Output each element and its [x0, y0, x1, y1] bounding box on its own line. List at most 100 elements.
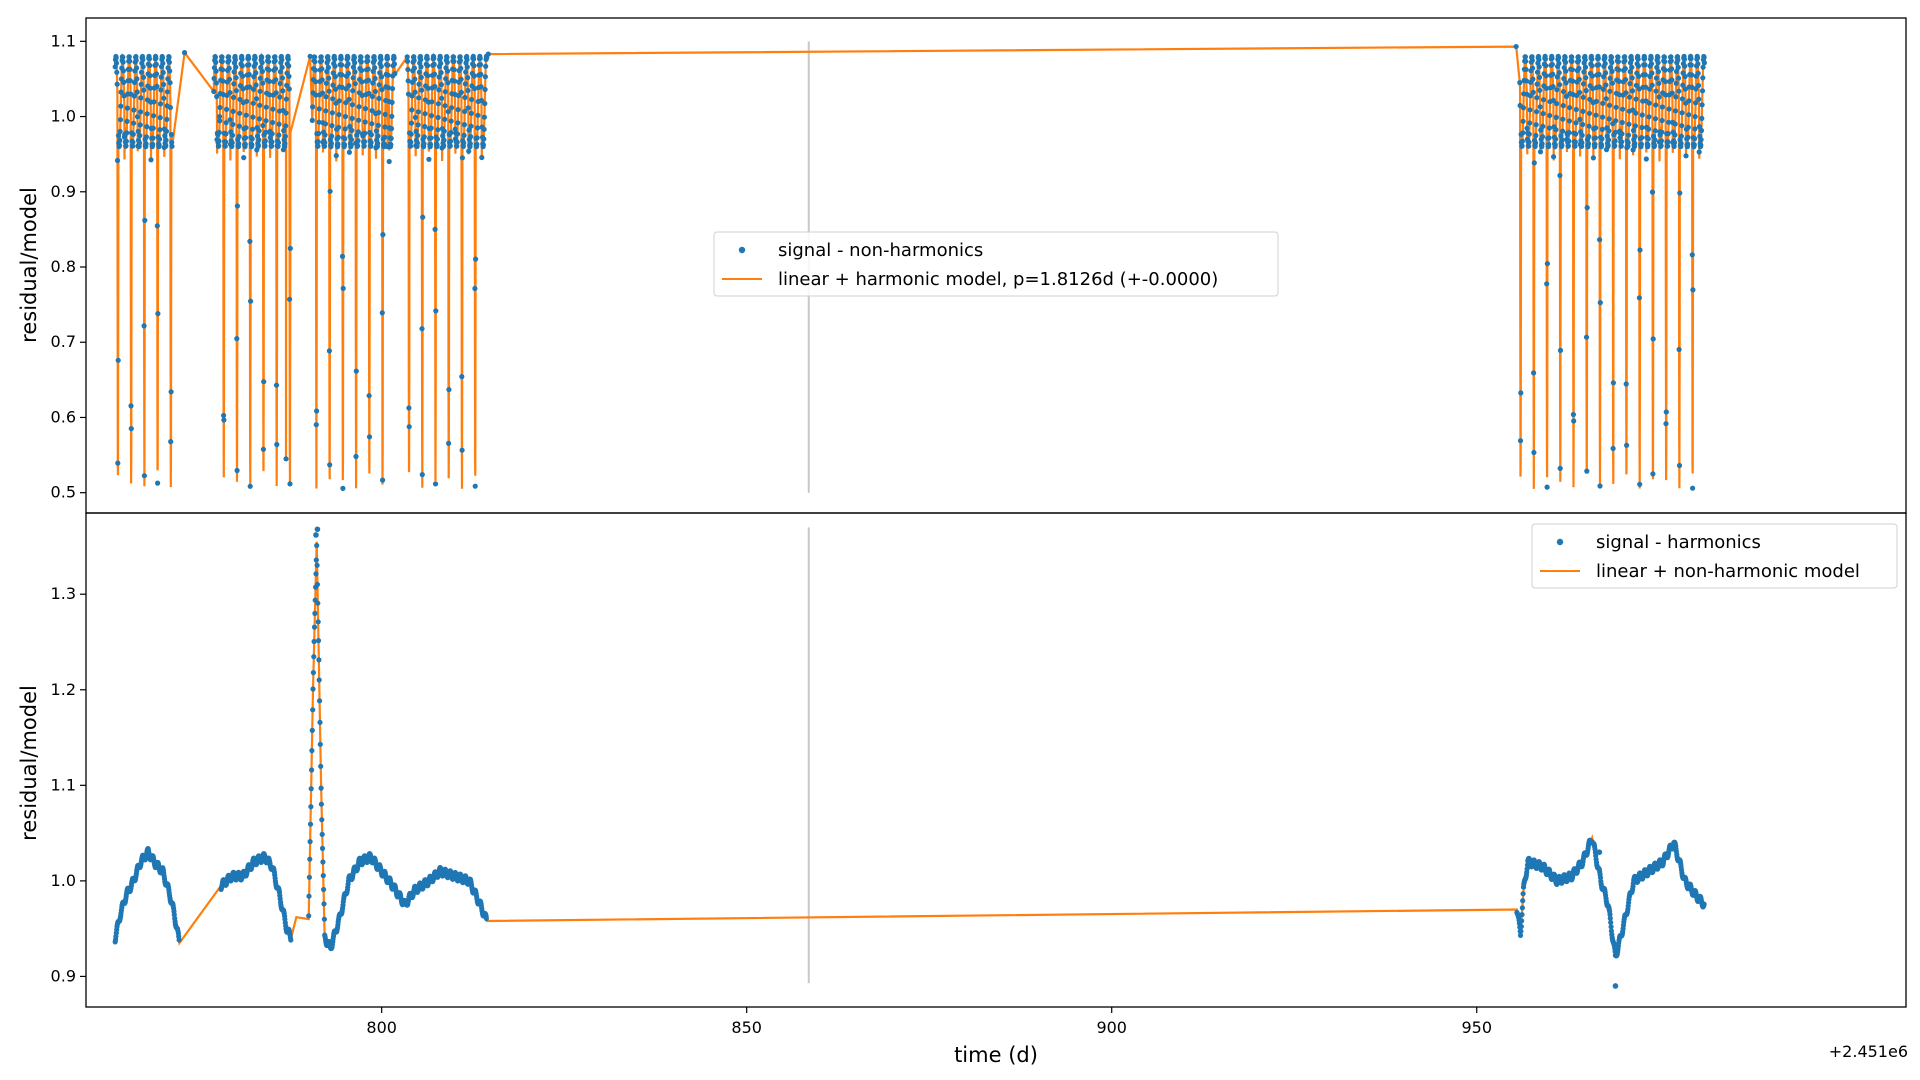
data-point — [1701, 54, 1707, 61]
data-point — [213, 68, 219, 74]
data-point — [348, 137, 354, 143]
data-point — [336, 112, 342, 118]
data-point — [313, 557, 319, 563]
data-point — [458, 89, 464, 95]
data-point — [1589, 56, 1595, 62]
data-point — [1685, 134, 1691, 140]
data-point — [1527, 93, 1533, 99]
data-point — [1596, 84, 1602, 90]
data-point — [432, 226, 438, 232]
data-point — [389, 113, 395, 119]
data-point — [461, 122, 467, 128]
data-point — [451, 78, 458, 84]
data-point — [1671, 140, 1678, 146]
data-point — [114, 157, 121, 164]
data-point — [314, 581, 320, 588]
data-point — [1554, 87, 1560, 93]
data-point — [266, 78, 272, 84]
data-point — [308, 786, 314, 792]
data-point — [379, 87, 385, 93]
data-point — [391, 61, 397, 67]
data-point — [237, 110, 243, 116]
data-point — [1696, 149, 1702, 155]
data-point — [1690, 287, 1696, 293]
data-point — [124, 105, 130, 111]
data-point — [451, 67, 457, 73]
data-point — [485, 51, 491, 57]
data-point — [385, 62, 391, 68]
data-point — [1602, 55, 1608, 61]
data-point — [234, 203, 240, 209]
data-point — [243, 112, 249, 118]
data-point — [1676, 462, 1683, 469]
data-point — [414, 140, 420, 146]
data-point — [1561, 76, 1567, 82]
data-point — [1682, 86, 1688, 92]
data-point — [270, 119, 276, 126]
data-point — [1662, 79, 1668, 85]
data-point — [1666, 106, 1672, 112]
data-point — [313, 79, 319, 85]
data-point — [311, 638, 317, 645]
data-point — [1693, 100, 1699, 106]
data-point — [312, 610, 318, 617]
data-point — [227, 117, 233, 123]
data-point — [429, 99, 435, 105]
data-point — [246, 71, 252, 78]
data-point — [260, 80, 266, 86]
data-point — [1596, 62, 1602, 68]
data-point — [1676, 346, 1682, 353]
data-point — [350, 75, 356, 81]
data-point — [377, 70, 383, 76]
data-point — [1562, 59, 1569, 65]
data-point — [340, 485, 346, 491]
data-point — [1543, 85, 1549, 91]
data-point — [1652, 128, 1658, 134]
data-point — [1550, 84, 1556, 90]
data-point — [313, 422, 319, 428]
y-tick-label: 0.5 — [51, 483, 76, 502]
data-point — [276, 121, 282, 127]
data-point — [1547, 112, 1553, 119]
data-point — [458, 76, 464, 82]
data-point — [474, 141, 480, 147]
data-point — [272, 54, 278, 60]
data-point — [1540, 123, 1546, 129]
data-point — [116, 142, 123, 149]
y-tick-label: 0.8 — [51, 257, 76, 276]
data-point — [432, 83, 438, 90]
data-point — [1639, 124, 1645, 131]
data-point — [127, 58, 133, 64]
data-point — [1536, 74, 1543, 80]
data-point — [412, 89, 418, 95]
data-point — [272, 58, 278, 64]
data-point — [229, 140, 235, 146]
data-point — [315, 139, 321, 145]
data-point — [355, 138, 361, 144]
data-point — [1607, 915, 1613, 921]
data-point — [169, 139, 175, 145]
data-point — [335, 134, 341, 140]
data-point — [1577, 116, 1583, 122]
data-point — [286, 86, 292, 92]
data-point — [1581, 69, 1587, 75]
data-point — [384, 56, 391, 62]
data-point — [1650, 336, 1656, 342]
data-point — [386, 158, 392, 165]
data-point — [1659, 117, 1665, 124]
data-point — [1533, 122, 1539, 128]
data-point — [277, 80, 283, 87]
data-point — [339, 72, 345, 78]
data-point — [1582, 57, 1588, 63]
data-point — [1534, 109, 1540, 115]
data-point — [1607, 88, 1613, 94]
data-point — [1642, 72, 1648, 78]
data-point — [276, 132, 282, 138]
data-point — [362, 130, 368, 136]
data-point — [1627, 81, 1633, 87]
data-point — [236, 141, 242, 147]
data-point — [467, 141, 473, 147]
data-point — [1599, 136, 1605, 142]
data-point — [1622, 54, 1628, 60]
data-point — [389, 86, 396, 92]
